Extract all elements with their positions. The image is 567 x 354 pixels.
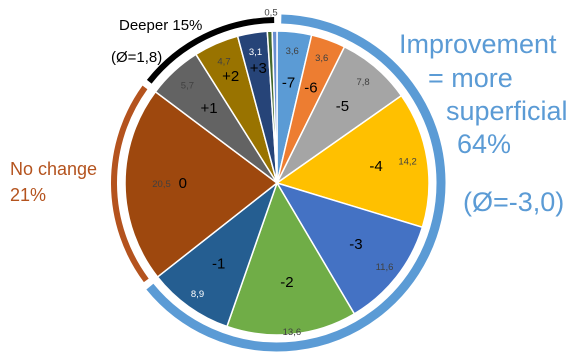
slice-value-label: 3,1 <box>249 47 262 58</box>
slice-value-label: 7,8 <box>356 77 369 88</box>
pie-slice <box>156 180 279 328</box>
no-change-label: No change <box>10 159 98 179</box>
slice-value-label: 14,2 <box>398 157 417 168</box>
pie-slice <box>275 181 424 315</box>
slice-category-label: -1 <box>212 256 225 273</box>
slice-value-label: 13,6 <box>283 327 302 338</box>
slice-value-label: 5,7 <box>181 80 194 91</box>
improvement-label-line1: Improvement <box>399 29 557 59</box>
slice-category-label: -5 <box>336 98 349 115</box>
no-change-percent: 21% <box>10 185 47 205</box>
slice-value-label: 0,5 <box>245 8 258 19</box>
slice-value-label: 20,5 <box>152 179 171 190</box>
slice-value-label: 0,5 <box>264 8 277 19</box>
no-change-arc <box>111 85 149 283</box>
improvement-average: (Ø=-3,0) <box>463 187 565 217</box>
slice-category-label: +3 <box>250 60 267 77</box>
slice-value-label: 11,6 <box>376 262 394 273</box>
slice-value-label: 3,6 <box>286 46 299 57</box>
slice-category-label: +1 <box>200 100 217 117</box>
slice-value-label: 8,9 <box>191 289 204 300</box>
slice-value-label: 4,7 <box>217 56 230 67</box>
slice-category-label: +2 <box>222 68 239 85</box>
pie-slice <box>271 30 278 184</box>
slice-category-label: -6 <box>304 80 317 97</box>
slice-category-label: -4 <box>369 158 382 175</box>
pie-labels: -7 3,6 -6 3,6 -5 7,8 -4 14,2 -3 11,6 -2 13,6 -1 8,9 02… <box>152 8 417 339</box>
pie-slices <box>124 30 430 336</box>
slice-category-label: -2 <box>280 274 293 291</box>
improvement-label-line3: superficial <box>446 96 567 126</box>
improvement-arc <box>146 14 446 352</box>
improvement-label-line2: = more <box>428 63 513 93</box>
deeper-label: Deeper 15% <box>119 17 203 34</box>
pie-slice <box>124 90 279 279</box>
pie-slice <box>225 181 356 336</box>
slice-category-label: -3 <box>349 236 362 253</box>
deeper-arc <box>146 17 275 84</box>
improvement-percent: 64% <box>457 129 512 159</box>
slice-value-label: 3,6 <box>315 53 328 64</box>
slice-category-label: 0 <box>179 175 187 192</box>
deeper-average: (Ø=1,8) <box>111 49 163 66</box>
slice-category-label: -7 <box>282 74 295 91</box>
